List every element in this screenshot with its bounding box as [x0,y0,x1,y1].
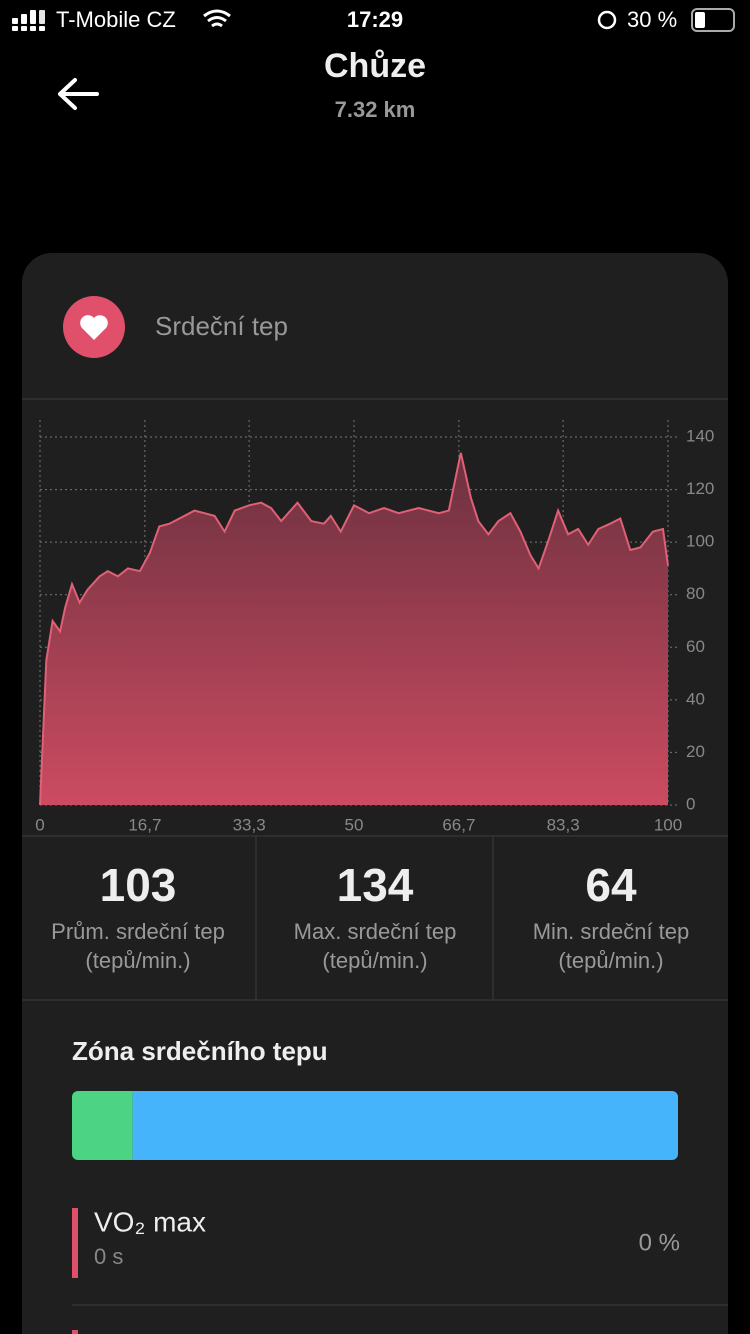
alarm-icon [597,10,617,30]
zone-marker [72,1330,78,1334]
x-tick-label: 16,7 [128,815,161,834]
page-title: Chůze [324,47,426,85]
battery-percent: 30 % [627,7,677,32]
y-tick-label: 60 [686,637,705,656]
heart-icon [80,315,108,340]
x-tick-label: 0 [35,815,44,834]
stat-label: Prům. srdeční tep [51,919,225,944]
zone-segment [72,1091,133,1160]
zone-percent: 0 % [639,1229,680,1256]
y-tick-label: 40 [686,689,705,708]
y-tick-label: 20 [686,742,705,761]
stat-label: Max. srdeční tep [294,919,457,944]
stat-unit: (tepů/min.) [85,948,190,973]
stat-value: 134 [337,859,414,911]
x-tick-label: 50 [345,815,364,834]
zone-name: VO₂ max [94,1206,206,1237]
zone-duration: 0 s [94,1244,123,1269]
stat-value: 64 [585,859,637,911]
status-bar: T-Mobile CZ 17:29 30 % [12,7,735,32]
x-tick-label: 33,3 [233,815,266,834]
signal-icon [12,10,45,31]
zone-marker [72,1208,78,1278]
wifi-icon [203,9,231,28]
y-tick-label: 120 [686,479,714,498]
stat-unit: (tepů/min.) [558,948,663,973]
stat-unit: (tepů/min.) [322,948,427,973]
y-tick-label: 100 [686,532,714,551]
back-button[interactable] [58,78,99,110]
y-tick-label: 140 [686,426,714,445]
battery-level [695,12,705,28]
battery-icon [691,8,735,32]
x-tick-label: 83,3 [547,815,580,834]
area-fill [40,452,668,805]
card-title: Srdeční tep [155,311,288,341]
x-tick-label: 66,7 [442,815,475,834]
line [39,452,669,806]
x-tick-label: 100 [654,815,682,834]
zone-segment [132,1091,678,1160]
stat-label: Min. srdeční tep [533,919,690,944]
zones-title: Zóna srdečního tepu [72,1036,328,1066]
clock: 17:29 [347,7,403,32]
y-tick-label: 0 [686,794,695,813]
zone-bar [72,1091,678,1160]
stat-value: 103 [100,859,177,911]
y-tick-label: 80 [686,584,705,603]
carrier: T-Mobile CZ [56,7,176,32]
heart-rate-chart: 0 20 40 60 80 100 120 140 0 16,7 33,3 50 66,7 83,3 100 [35,420,714,834]
page-subtitle: 7.32 km [335,97,416,122]
